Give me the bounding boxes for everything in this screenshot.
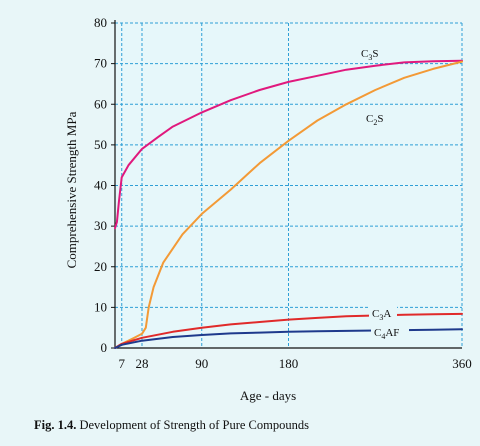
x-tick-label: 28	[135, 356, 148, 371]
series-line-c3s	[114, 59, 463, 230]
y-axis-label: Comprehensive Strength MPa	[64, 111, 79, 268]
series-label-c3s: C3S	[361, 48, 378, 62]
y-tick-label: 40	[94, 178, 107, 193]
caption-number: Fig. 1.4.	[34, 418, 77, 432]
x-tick-label: 360	[452, 356, 472, 371]
x-tick-label: 180	[279, 356, 299, 371]
series-labels: C3S C2S C3A C4AF	[361, 48, 409, 341]
y-tick-label: 20	[94, 259, 107, 274]
y-tick-label: 80	[94, 15, 107, 30]
series-line-c3a	[114, 312, 463, 349]
grid	[115, 22, 463, 348]
axes: 0 10 20 30 40 50 60 70 80 7 28 90 180 360	[94, 15, 472, 371]
caption-text: Development of Strength of Pure Compound…	[76, 418, 309, 432]
series-label-backdrop	[371, 325, 409, 339]
y-tick-label: 60	[94, 96, 107, 111]
series-line-c2s	[114, 60, 463, 349]
y-tick-label: 10	[94, 299, 107, 314]
x-tick-label: 7	[118, 356, 125, 371]
y-tick-label: 0	[101, 340, 108, 355]
x-tick-label: 90	[195, 356, 208, 371]
y-tick-label: 70	[94, 56, 107, 71]
figure-caption: Fig. 1.4. Development of Strength of Pur…	[34, 418, 480, 433]
x-axis-label: Age - days	[240, 388, 296, 403]
series-label-c4af: C4AF	[374, 327, 399, 341]
y-tick-label: 30	[94, 218, 107, 233]
y-tick-label: 50	[94, 137, 107, 152]
series-label-backdrop	[369, 306, 397, 320]
series-label-c3a: C3A	[372, 308, 391, 322]
series-label-c2s: C2S	[366, 113, 383, 127]
